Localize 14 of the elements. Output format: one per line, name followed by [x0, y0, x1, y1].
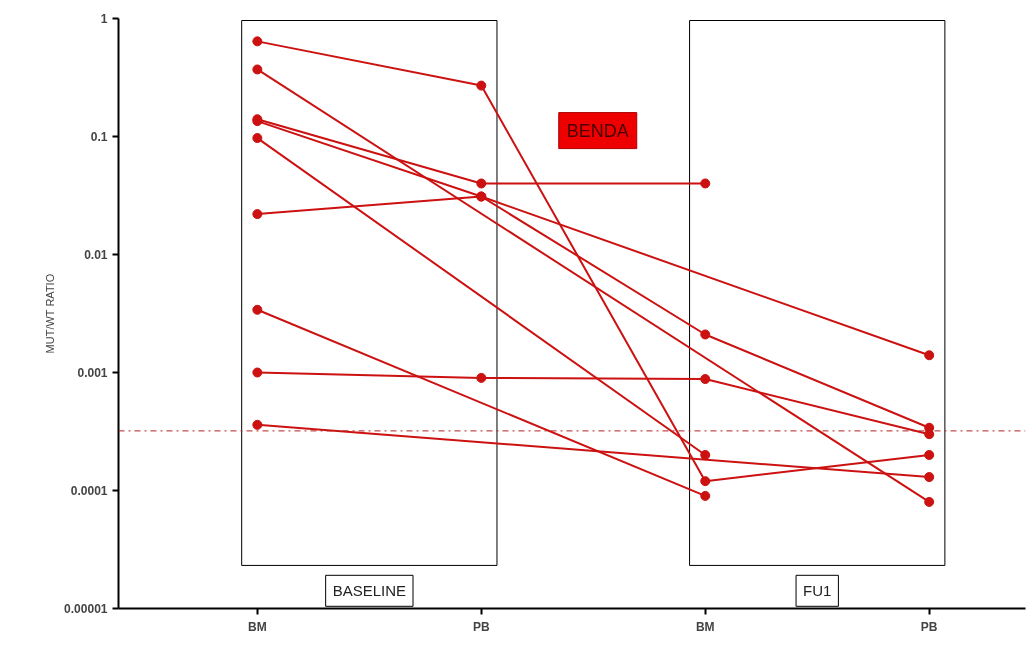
text: BENDA: [566, 120, 629, 141]
y-tick-label: 0.00001: [64, 602, 108, 616]
annotation: BASELINE: [332, 582, 407, 600]
y-tick-label: 0.001: [77, 366, 108, 380]
annotation: FU1: [803, 582, 832, 600]
y-tick-label: 0.0001: [70, 484, 108, 498]
y-tick-label: 0.01: [84, 248, 108, 262]
y-tick-label: 1: [100, 12, 108, 26]
x-tick-label: BM: [695, 619, 715, 634]
x-tick-label: PB: [472, 619, 490, 634]
x-tick-label: PB: [920, 619, 938, 634]
y-tick-label: 0.1: [90, 130, 108, 144]
x-tick-label: BM: [248, 619, 267, 634]
y-axis-title: MUT/WT RATIO: [44, 273, 57, 354]
